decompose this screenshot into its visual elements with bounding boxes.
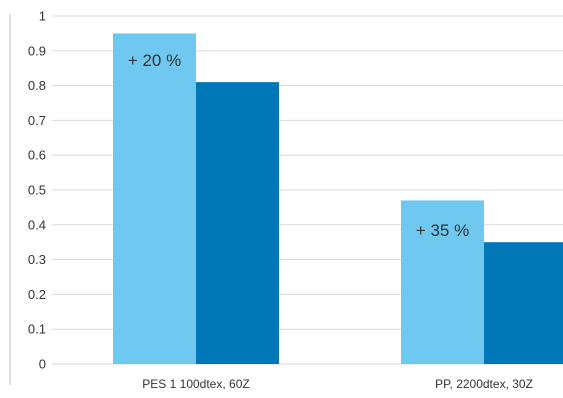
y-tick-label: 0.7 — [28, 113, 46, 128]
bar — [484, 242, 563, 364]
y-tick-label: 0.8 — [28, 78, 46, 93]
y-tick-label: 1 — [39, 9, 46, 24]
y-tick-label: 0.9 — [28, 43, 46, 58]
y-tick-label: 0 — [39, 357, 46, 372]
bar-annotation-label: + 35 % — [416, 221, 469, 240]
y-tick-label: 0.5 — [28, 183, 46, 198]
y-tick-label: 0.1 — [28, 322, 46, 337]
bar — [196, 82, 279, 365]
x-category-label: PES 1 100dtex, 60Z — [142, 377, 249, 391]
x-category-label: PP, 2200dtex, 30Z — [435, 377, 533, 391]
bar-annotation-label: + 20 % — [128, 51, 181, 70]
y-tick-label: 0.6 — [28, 148, 46, 163]
y-tick-label: 0.2 — [28, 287, 46, 302]
bar — [113, 33, 196, 365]
bar — [401, 200, 484, 364]
y-tick-label: 0.4 — [28, 217, 46, 232]
y-tick-label: 0.3 — [28, 252, 46, 267]
